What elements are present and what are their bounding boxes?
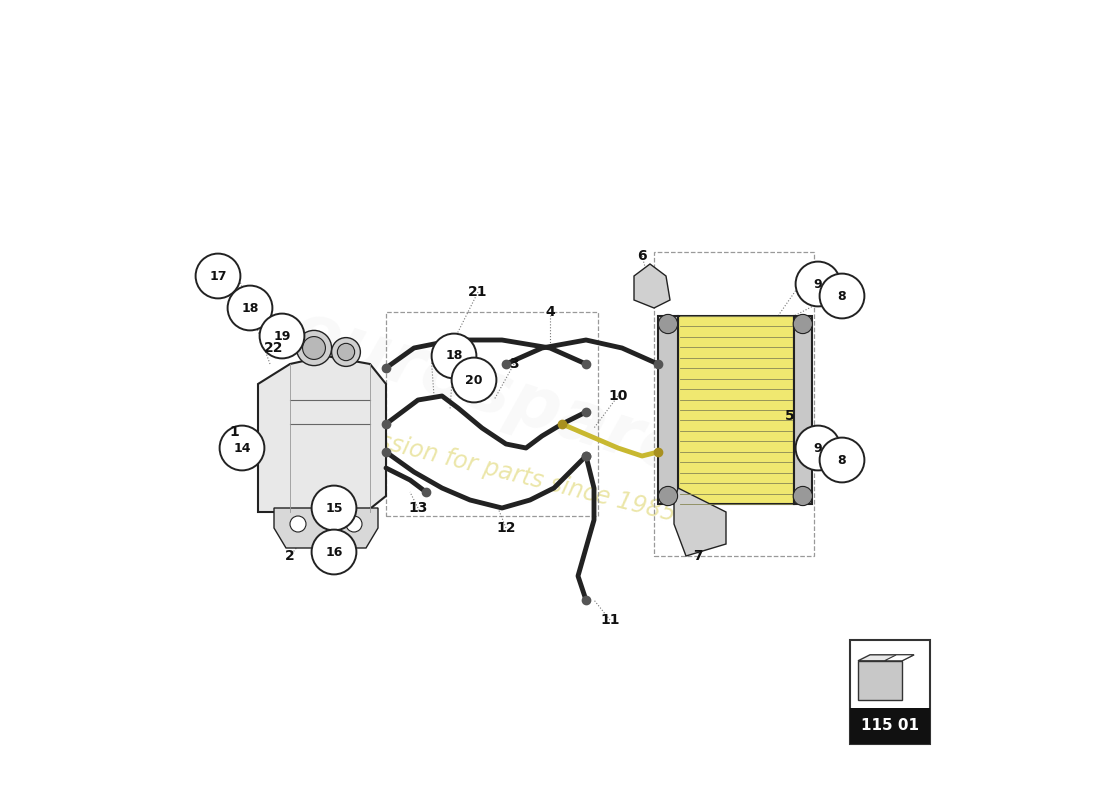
Circle shape	[793, 314, 813, 334]
Text: 10: 10	[608, 389, 628, 403]
Circle shape	[228, 286, 273, 330]
Text: 9: 9	[814, 442, 823, 454]
Circle shape	[331, 338, 361, 366]
Circle shape	[311, 486, 356, 530]
Circle shape	[311, 530, 356, 574]
Circle shape	[431, 334, 476, 378]
Text: 8: 8	[838, 454, 846, 466]
FancyBboxPatch shape	[850, 707, 930, 744]
Polygon shape	[858, 661, 902, 700]
Circle shape	[820, 438, 865, 482]
Circle shape	[452, 358, 496, 402]
Text: 3: 3	[509, 357, 519, 371]
Text: 16: 16	[326, 546, 343, 558]
Text: 19: 19	[273, 330, 290, 342]
Text: 2: 2	[285, 549, 295, 563]
Text: 21: 21	[469, 285, 487, 299]
Text: 1: 1	[229, 425, 239, 439]
Circle shape	[659, 314, 678, 334]
Text: a passion for parts since 1985: a passion for parts since 1985	[326, 417, 678, 527]
Text: 6: 6	[637, 249, 647, 263]
Circle shape	[196, 254, 241, 298]
Circle shape	[338, 343, 354, 361]
Polygon shape	[274, 508, 378, 548]
Circle shape	[346, 516, 362, 532]
Circle shape	[260, 314, 305, 358]
Text: 7: 7	[693, 549, 703, 563]
FancyBboxPatch shape	[850, 640, 930, 744]
Circle shape	[659, 486, 678, 506]
Text: 22: 22	[264, 341, 284, 355]
Polygon shape	[258, 356, 386, 520]
Text: 11: 11	[601, 613, 619, 627]
Circle shape	[220, 426, 264, 470]
Circle shape	[302, 337, 326, 359]
Text: 4: 4	[546, 305, 554, 319]
FancyBboxPatch shape	[658, 316, 678, 504]
Circle shape	[795, 262, 840, 306]
Circle shape	[793, 486, 813, 506]
Polygon shape	[858, 654, 914, 661]
Text: 115 01: 115 01	[861, 718, 918, 734]
Text: 9: 9	[814, 278, 823, 290]
Text: 18: 18	[446, 350, 463, 362]
Text: 14: 14	[233, 442, 251, 454]
Text: 5: 5	[785, 409, 795, 423]
Circle shape	[820, 274, 865, 318]
Circle shape	[296, 330, 331, 366]
Text: 15: 15	[326, 502, 343, 514]
Text: 20: 20	[465, 374, 483, 386]
Circle shape	[795, 426, 840, 470]
Text: 13: 13	[408, 501, 428, 515]
Polygon shape	[674, 488, 726, 556]
Text: 17: 17	[209, 270, 227, 282]
FancyBboxPatch shape	[794, 316, 812, 504]
Text: eurospares: eurospares	[282, 297, 738, 503]
Text: 18: 18	[241, 302, 258, 314]
Polygon shape	[884, 654, 914, 661]
Polygon shape	[634, 264, 670, 308]
FancyBboxPatch shape	[678, 316, 794, 504]
Text: 8: 8	[838, 290, 846, 302]
Text: 12: 12	[496, 521, 516, 535]
Circle shape	[290, 516, 306, 532]
